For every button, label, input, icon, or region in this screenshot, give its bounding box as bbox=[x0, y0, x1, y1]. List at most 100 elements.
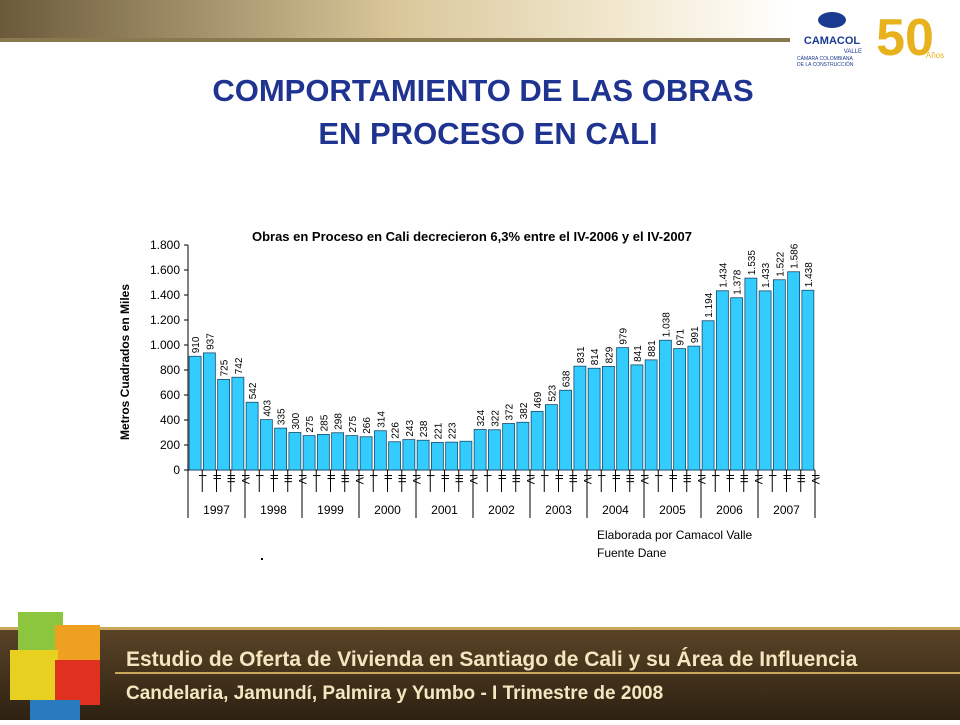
puzzle-piece bbox=[30, 700, 80, 720]
year-label: 2006 bbox=[716, 503, 743, 517]
note: Elaborada por Camacol Valle bbox=[597, 528, 753, 542]
bar bbox=[359, 436, 373, 471]
value-label: 266 bbox=[362, 417, 373, 434]
bar bbox=[616, 347, 630, 471]
value-label: 881 bbox=[647, 340, 658, 357]
bar bbox=[630, 364, 644, 471]
value-label: 238 bbox=[419, 420, 430, 437]
bar bbox=[302, 435, 316, 471]
banner-subtitle: Candelaria, Jamundí, Palmira y Yumbo - I… bbox=[126, 683, 663, 704]
value-label: 469 bbox=[533, 391, 544, 408]
value-label: 298 bbox=[334, 413, 345, 430]
bar bbox=[715, 290, 729, 471]
value-label: 742 bbox=[234, 357, 245, 374]
year-label: 2003 bbox=[545, 503, 572, 517]
logo-org: CÁMARA COLOMBIANA bbox=[797, 55, 854, 62]
bar bbox=[658, 339, 672, 471]
bar bbox=[202, 352, 216, 471]
bar bbox=[416, 439, 430, 471]
banner-title: Estudio de Oferta de Vivienda en Santiag… bbox=[126, 648, 858, 671]
value-label: 829 bbox=[604, 346, 615, 363]
y-tick-label: 1.000 bbox=[150, 338, 180, 352]
bar bbox=[259, 419, 273, 471]
puzzle-piece bbox=[55, 660, 100, 705]
value-label: 322 bbox=[490, 410, 501, 427]
bar bbox=[772, 279, 786, 471]
bar bbox=[573, 365, 587, 471]
bar bbox=[687, 345, 701, 471]
bar bbox=[530, 410, 544, 471]
footer-line bbox=[0, 627, 960, 630]
value-label: 226 bbox=[391, 422, 402, 439]
y-tick-label: 800 bbox=[160, 363, 180, 377]
bar bbox=[231, 376, 245, 471]
bar bbox=[402, 439, 416, 471]
value-label: 638 bbox=[562, 370, 573, 387]
value-label: 937 bbox=[205, 333, 216, 350]
value-label: 910 bbox=[191, 336, 202, 353]
value-label: 971 bbox=[676, 329, 687, 346]
value-label: 991 bbox=[690, 326, 701, 343]
bar bbox=[544, 404, 558, 471]
logo-name: CAMACOL bbox=[804, 35, 860, 47]
value-label: 1.038 bbox=[661, 312, 672, 337]
value-label: 300 bbox=[291, 412, 302, 429]
y-tick-label: 0 bbox=[173, 463, 180, 477]
y-tick-label: 1.600 bbox=[150, 263, 180, 277]
y-tick-label: 200 bbox=[160, 438, 180, 452]
value-label: 335 bbox=[277, 408, 288, 425]
bar bbox=[502, 423, 516, 471]
value-label: 814 bbox=[590, 348, 601, 365]
logo-anniversary: 50 bbox=[876, 9, 934, 67]
bar bbox=[787, 271, 801, 471]
bar bbox=[487, 429, 501, 471]
chart: Obras en Proceso en Cali decrecieron 6,3… bbox=[118, 229, 821, 518]
bar bbox=[559, 389, 573, 471]
value-label: 243 bbox=[405, 420, 416, 437]
value-label: 1.522 bbox=[775, 251, 786, 276]
bar bbox=[516, 421, 530, 471]
bar bbox=[701, 320, 715, 471]
value-label: 1.535 bbox=[747, 250, 758, 275]
value-label: 324 bbox=[476, 409, 487, 426]
bar bbox=[388, 441, 402, 471]
y-axis-label: Metros Cuadrados en Miles bbox=[118, 284, 132, 440]
bar bbox=[673, 348, 687, 471]
logo-org: DE LA CONSTRUCCIÓN bbox=[797, 61, 854, 68]
logo-mark bbox=[818, 12, 846, 28]
bar bbox=[188, 355, 202, 471]
bar bbox=[644, 359, 658, 471]
slide-title: EN PROCESO EN CALI bbox=[318, 116, 657, 151]
value-label: 221 bbox=[433, 422, 444, 439]
top-band bbox=[0, 0, 790, 38]
value-label: 275 bbox=[305, 416, 316, 433]
value-label: 831 bbox=[576, 346, 587, 363]
year-label: 1998 bbox=[260, 503, 287, 517]
year-label: 2007 bbox=[773, 503, 800, 517]
value-label: 372 bbox=[505, 403, 516, 420]
year-label: 2002 bbox=[488, 503, 515, 517]
bar bbox=[274, 427, 288, 471]
value-label: 1.194 bbox=[704, 292, 715, 317]
year-label: 2005 bbox=[659, 503, 686, 517]
bar bbox=[473, 429, 487, 471]
value-label: 223 bbox=[448, 422, 459, 439]
value-label: 403 bbox=[262, 400, 273, 417]
y-tick-label: 1.200 bbox=[150, 313, 180, 327]
bar bbox=[288, 432, 302, 471]
bar bbox=[245, 401, 259, 471]
value-label: 314 bbox=[376, 411, 387, 428]
year-label: 2001 bbox=[431, 503, 458, 517]
bar bbox=[744, 277, 758, 471]
value-label: 1.433 bbox=[761, 262, 772, 287]
bar bbox=[316, 433, 330, 471]
note: Fuente Dane bbox=[597, 546, 667, 560]
bar bbox=[331, 432, 345, 471]
y-tick-label: 1.400 bbox=[150, 288, 180, 302]
bar bbox=[430, 441, 444, 471]
value-label: 523 bbox=[547, 385, 558, 402]
bar bbox=[373, 430, 387, 471]
year-label: 1997 bbox=[203, 503, 230, 517]
